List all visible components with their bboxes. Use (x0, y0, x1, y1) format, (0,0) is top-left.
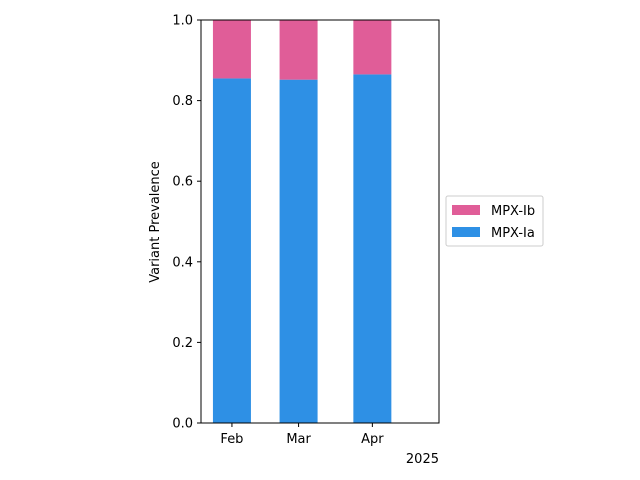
bars-group (212, 20, 392, 424)
bar-mpx-ib-feb (212, 20, 251, 79)
bar-mpx-ia-apr (353, 74, 392, 423)
legend-label-mpx-ib: MPX-Ib (491, 204, 535, 219)
axes-group: Feb Mar Apr 0.0 0.2 0.4 0.6 0.8 1.0 (172, 14, 440, 447)
y-tick-label: 0.2 (172, 336, 193, 351)
y-tick-label: 0.0 (172, 417, 193, 432)
bar-mpx-ib-mar (279, 20, 318, 80)
x-tick-label-feb: Feb (220, 432, 243, 447)
legend-label-mpx-ia: MPX-Ia (491, 226, 535, 241)
y-axis-label: Variant Prevalence (148, 161, 163, 283)
bar-mpx-ib-apr (353, 20, 392, 75)
x-tick-label-mar: Mar (286, 432, 311, 447)
legend-swatch-mpx-ia (452, 227, 480, 237)
y-tick-label: 0.4 (172, 255, 193, 270)
y-tick-label: 0.8 (172, 94, 193, 109)
x-tick-label-apr: Apr (361, 432, 384, 447)
y-tick-label: 0.6 (172, 175, 193, 190)
legend: MPX-Ib MPX-Ia (445, 195, 544, 247)
plot-frame (200, 19, 440, 424)
bar-mpx-ia-mar (279, 79, 318, 424)
y-tick-label: 1.0 (172, 14, 193, 29)
legend-swatch-mpx-ib (452, 205, 480, 215)
bar-mpx-ia-feb (212, 78, 251, 423)
x-axis-year-label: 2025 (406, 452, 439, 467)
